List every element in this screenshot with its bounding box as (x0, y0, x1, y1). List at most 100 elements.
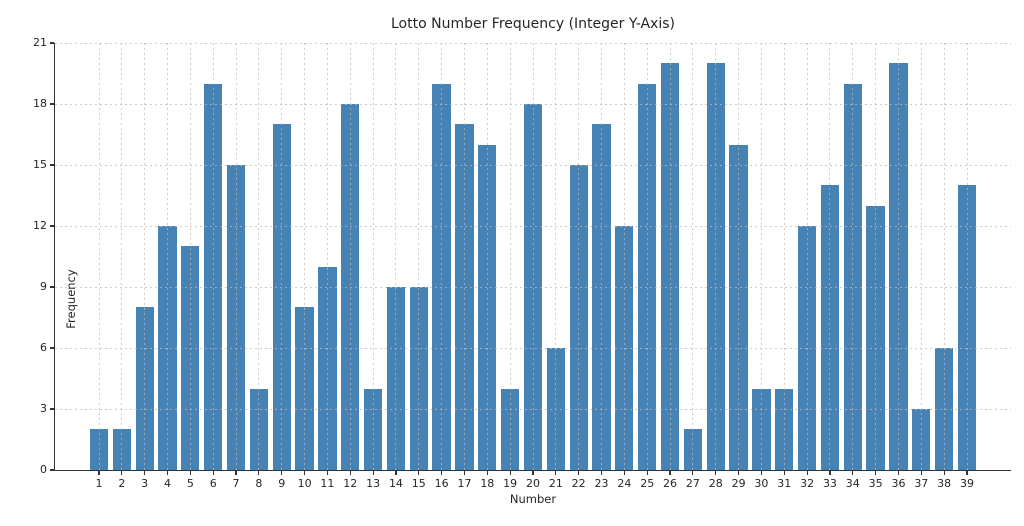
y-tick-label: 6 (40, 341, 47, 354)
gridline-vertical (692, 43, 694, 470)
x-tick-label: 19 (503, 477, 518, 490)
x-tick-label: 27 (685, 477, 700, 490)
gridline-vertical (715, 43, 717, 470)
gridline-vertical (441, 43, 443, 470)
y-tick-label: 9 (40, 280, 47, 293)
x-tick-label: 12 (343, 477, 358, 490)
x-tick-label: 23 (594, 477, 609, 490)
y-tick-mark (50, 347, 54, 349)
x-tick-mark (303, 471, 306, 475)
gridline-vertical (669, 43, 671, 470)
x-tick-mark (509, 471, 511, 475)
x-tick-label: 2 (118, 477, 126, 490)
x-tick-mark (395, 471, 397, 475)
gridline-vertical (121, 43, 123, 470)
y-tick-mark (50, 103, 54, 105)
y-tick-label: 15 (33, 158, 47, 171)
x-tick-mark (486, 471, 488, 475)
x-tick-mark (121, 471, 123, 475)
x-tick-mark (166, 471, 169, 475)
y-tick-label: 18 (33, 97, 47, 110)
gridline-vertical (167, 43, 169, 470)
gridline-vertical (966, 43, 968, 470)
x-tick-label: 21 (548, 477, 563, 490)
gridline-vertical (326, 43, 328, 470)
x-tick-label: 32 (800, 477, 815, 490)
x-tick-label: 3 (141, 477, 149, 490)
y-tick-mark (50, 469, 54, 471)
y-tick-mark (50, 225, 54, 227)
x-tick-label: 37 (914, 477, 929, 490)
gridline-vertical (418, 43, 420, 470)
x-tick-label: 5 (186, 477, 194, 490)
x-tick-label: 24 (617, 477, 632, 490)
x-tick-label: 26 (663, 477, 678, 490)
y-tick-mark (50, 164, 54, 166)
x-tick-mark (920, 471, 922, 475)
x-tick-mark (441, 471, 443, 475)
x-tick-mark (600, 471, 603, 475)
x-tick-mark (463, 471, 466, 475)
x-tick-label: 17 (457, 477, 472, 490)
x-axis-label: Number (509, 492, 557, 506)
gridline-vertical (783, 43, 785, 470)
y-axis-label: Frequency (64, 269, 78, 329)
x-tick-label: 4 (164, 477, 172, 490)
x-tick-mark (692, 471, 694, 475)
x-tick-label: 6 (209, 477, 217, 490)
x-tick-mark (144, 471, 146, 475)
gridline-vertical (760, 43, 762, 470)
gridline-vertical (189, 43, 191, 470)
gridline-vertical (578, 43, 580, 470)
x-tick-label: 16 (434, 477, 449, 490)
gridline-vertical (601, 43, 603, 470)
x-tick-label: 36 (891, 477, 906, 490)
y-tick-label: 3 (40, 402, 47, 415)
x-tick-label: 1 (95, 477, 103, 490)
gridline-vertical (623, 43, 625, 470)
gridline-vertical (349, 43, 351, 470)
gridline-vertical (738, 43, 740, 470)
x-tick-mark (943, 471, 945, 475)
x-tick-label: 22 (571, 477, 586, 490)
x-tick-label: 29 (731, 477, 746, 490)
x-tick-label: 13 (366, 477, 381, 490)
x-axis-spine (54, 470, 1011, 472)
gridline-vertical (897, 43, 899, 470)
x-tick-mark (646, 471, 648, 475)
gridline-vertical (281, 43, 283, 470)
gridline-vertical (372, 43, 374, 470)
gridline-vertical (920, 43, 922, 470)
x-tick-label: 7 (232, 477, 240, 490)
x-tick-label: 10 (297, 477, 312, 490)
x-tick-mark (737, 471, 740, 475)
y-tick-label: 0 (40, 463, 47, 476)
gridline-vertical (235, 43, 237, 470)
x-tick-label: 14 (388, 477, 403, 490)
gridline-vertical (532, 43, 534, 470)
x-tick-label: 35 (868, 477, 883, 490)
gridline-vertical (646, 43, 648, 470)
gridline-vertical (212, 43, 214, 470)
x-tick-mark (418, 471, 420, 475)
gridline-vertical (486, 43, 488, 470)
gridline-vertical (555, 43, 557, 470)
gridline-vertical (304, 43, 306, 470)
gridline-vertical (395, 43, 397, 470)
x-tick-mark (235, 471, 237, 475)
x-tick-label: 34 (845, 477, 860, 490)
y-tick-mark (50, 408, 54, 410)
gridline-vertical (98, 43, 100, 470)
chart-title: Lotto Number Frequency (Integer Y-Axis) (391, 16, 675, 32)
y-tick-label: 12 (33, 219, 47, 232)
x-tick-mark (258, 471, 260, 475)
x-tick-mark (760, 471, 762, 475)
gridline-vertical (943, 43, 945, 470)
gridline-vertical (806, 43, 808, 470)
x-tick-label: 18 (480, 477, 495, 490)
x-tick-mark (623, 471, 625, 475)
x-tick-mark (897, 471, 900, 475)
x-tick-label: 11 (320, 477, 335, 490)
x-tick-label: 9 (278, 477, 286, 490)
